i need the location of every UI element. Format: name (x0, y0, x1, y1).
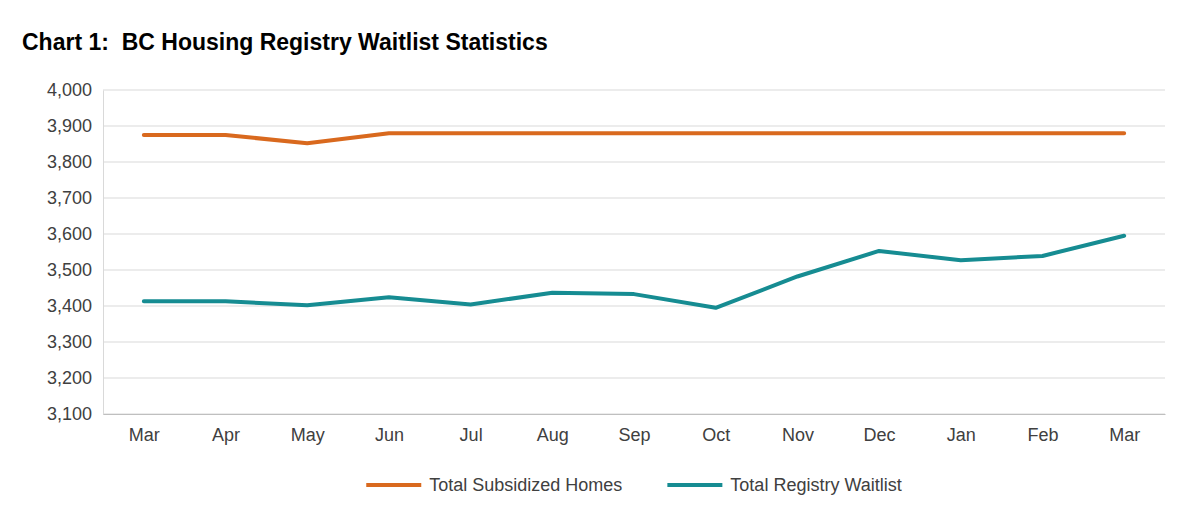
y-tick: 3,500 (47, 260, 103, 280)
y-tick-label: 3,800 (47, 152, 92, 172)
x-tick-label: Sep (618, 425, 650, 445)
grid-line (103, 378, 1165, 379)
grid-line (103, 306, 1165, 307)
x-tick: Dec (864, 414, 896, 445)
x-tick: Sep (618, 414, 650, 445)
legend-item: Total Subsidized Homes (366, 475, 622, 495)
x-tick-label: Nov (782, 425, 814, 445)
x-tick-label: Jan (947, 425, 976, 445)
x-tick-label: Dec (864, 425, 896, 445)
x-tick: Feb (1027, 414, 1058, 445)
x-tick-label: Jul (460, 425, 483, 445)
x-tick-label: Jun (375, 425, 404, 445)
grid-line (103, 342, 1165, 343)
x-tick-label: Mar (129, 425, 160, 445)
x-tick: Oct (702, 414, 730, 445)
x-tick: Jul (460, 414, 483, 445)
grid-line (103, 414, 1165, 415)
y-tick: 4,000 (47, 80, 103, 100)
y-tick-label: 4,000 (47, 80, 92, 100)
x-tick-label: May (291, 425, 325, 445)
grid-line (103, 126, 1165, 127)
y-tick-label: 3,200 (47, 368, 92, 388)
x-tick: May (291, 414, 325, 445)
y-axis-line (103, 91, 104, 415)
grid-line (103, 198, 1165, 199)
legend-label: Total Registry Waitlist (730, 475, 901, 495)
y-tick: 3,400 (47, 296, 103, 316)
x-tick: Aug (537, 414, 569, 445)
y-tick: 3,200 (47, 368, 103, 388)
y-tick-label: 3,700 (47, 188, 92, 208)
plot-area (144, 133, 1124, 308)
y-tick-label: 3,900 (47, 116, 92, 136)
x-tick-label: Mar (1109, 425, 1140, 445)
x-tick-label: Oct (702, 425, 730, 445)
x-tick: Jan (947, 414, 976, 445)
legend-swatch (667, 483, 722, 487)
x-tick: Mar (129, 414, 160, 445)
x-tick-label: Aug (537, 425, 569, 445)
y-tick-label: 3,400 (47, 296, 92, 316)
grid-line (103, 90, 1165, 91)
y-tick: 3,900 (47, 116, 103, 136)
x-tick-label: Feb (1027, 425, 1058, 445)
legend-swatch (366, 483, 421, 487)
y-tick-label: 3,100 (47, 404, 92, 424)
y-tick-label: 3,300 (47, 332, 92, 352)
series-line (144, 133, 1124, 143)
x-tick: Mar (1109, 414, 1140, 445)
x-tick: Jun (375, 414, 404, 445)
x-tick-label: Apr (212, 425, 240, 445)
grid (103, 90, 1165, 414)
y-tick: 3,100 (47, 404, 103, 424)
chart: Chart 1: BC Housing Registry Waitlist St… (0, 0, 1200, 528)
y-axis: 3,100 3,200 3,300 3,400 3,500 3,600 3,700 3,800… (47, 80, 104, 424)
x-tick: Nov (782, 414, 814, 445)
grid-line (103, 162, 1165, 163)
y-tick: 3,800 (47, 152, 103, 172)
y-tick: 3,700 (47, 188, 103, 208)
x-axis-line (104, 414, 1166, 415)
legend-item: Total Registry Waitlist (667, 475, 901, 495)
y-tick-label: 3,500 (47, 260, 92, 280)
x-axis: Mar Apr May Jun Jul Aug Sep Oct Nov Dec Jan Feb Mar (104, 414, 1166, 445)
grid-line (103, 234, 1165, 235)
y-tick: 3,300 (47, 332, 103, 352)
legend: Total Subsidized Homes Total Registry Wai… (366, 475, 901, 495)
x-tick: Apr (212, 414, 240, 445)
series-line (144, 236, 1124, 308)
grid-line (103, 270, 1165, 271)
y-tick-label: 3,600 (47, 224, 92, 244)
legend-label: Total Subsidized Homes (429, 475, 622, 495)
title: Chart 1: BC Housing Registry Waitlist St… (22, 29, 548, 55)
y-tick: 3,600 (47, 224, 103, 244)
